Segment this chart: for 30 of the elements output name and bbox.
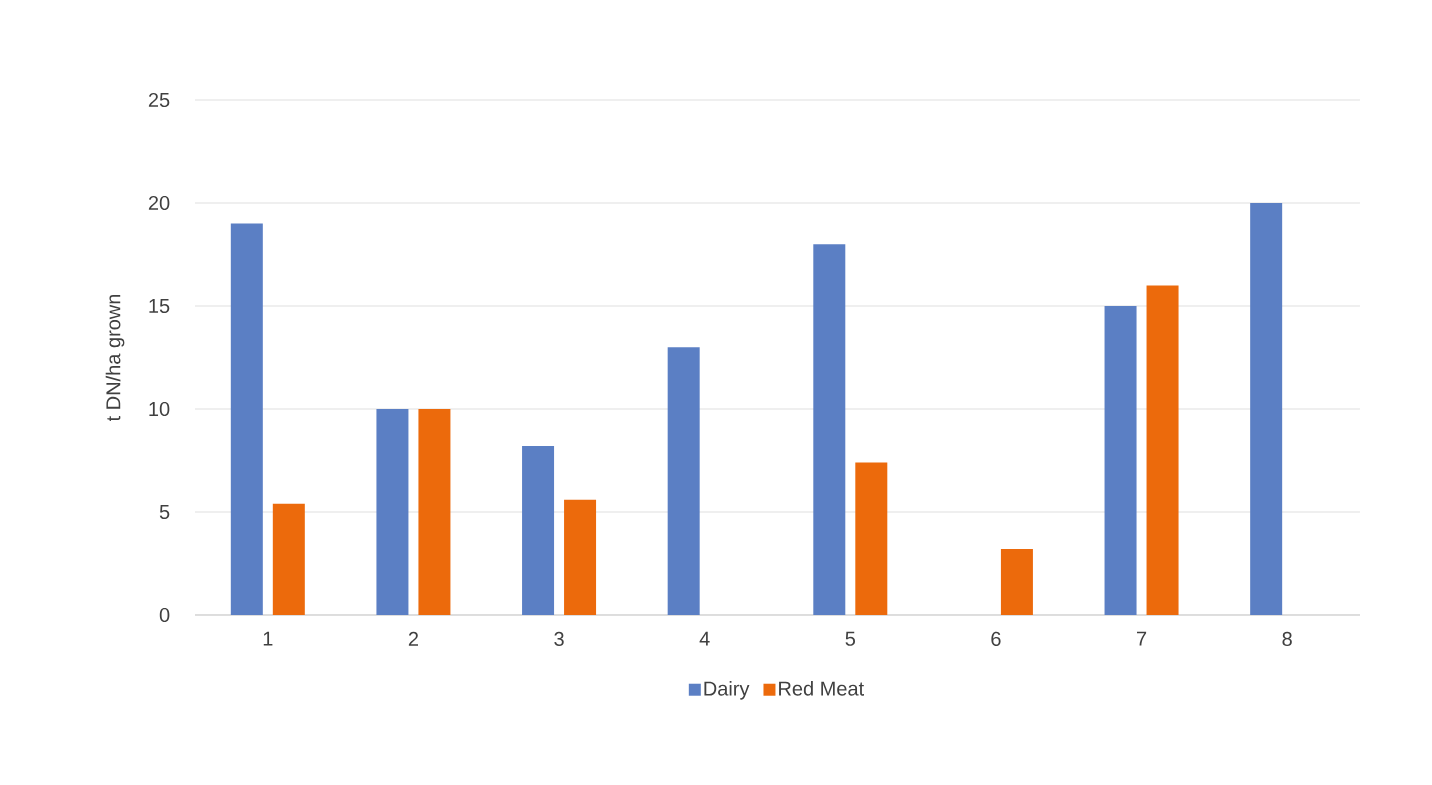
- y-tick-label: 0: [159, 607, 170, 623]
- x-tick-label: 6: [991, 631, 1001, 647]
- y-tick-label: 20: [148, 195, 170, 211]
- legend-label: Red Meat: [779, 680, 864, 696]
- bar: [564, 499, 597, 615]
- x-tick-label: 4: [699, 631, 710, 646]
- bar: [1250, 202, 1283, 615]
- bar: [1000, 549, 1033, 615]
- bar: [1104, 305, 1137, 615]
- bar: [230, 223, 263, 615]
- legend-label: Dairy: [704, 680, 750, 700]
- y-tick-label: 10: [149, 401, 170, 417]
- x-tick-label: 3: [554, 631, 564, 647]
- y-axis-title: t DN/ha grown: [105, 294, 125, 422]
- y-tick-label: 5: [159, 505, 170, 519]
- bar: [855, 462, 888, 615]
- y-tick-label: 15: [149, 299, 170, 313]
- x-tick-label: 8: [1282, 631, 1292, 647]
- bar: [272, 503, 305, 615]
- y-tick-label: 25: [148, 92, 170, 108]
- bar: [1146, 285, 1179, 615]
- bar: [418, 408, 451, 615]
- bar: [813, 244, 846, 615]
- x-tick-label: 5: [845, 631, 856, 646]
- bar: [667, 347, 700, 615]
- bar: [522, 446, 555, 615]
- x-tick-label: 7: [1137, 631, 1147, 646]
- x-tick-label: 2: [408, 631, 418, 646]
- x-tick-label: 1: [263, 631, 273, 646]
- bar: [376, 408, 409, 615]
